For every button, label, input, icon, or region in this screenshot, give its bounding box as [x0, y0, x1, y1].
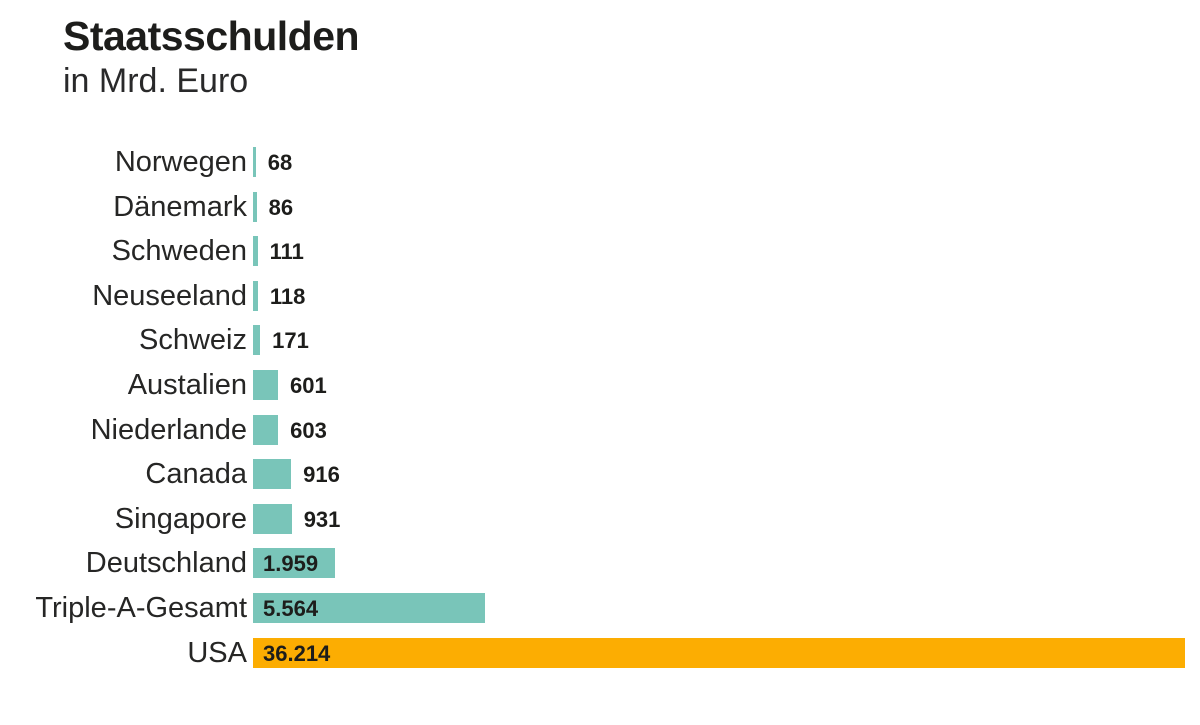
bar-track: 36.214 — [253, 637, 1185, 668]
bar — [253, 147, 256, 177]
value-label: 916 — [303, 462, 340, 488]
bar-track: 111 — [253, 236, 1185, 267]
value-label: 601 — [290, 372, 327, 398]
value-label: 111 — [269, 239, 304, 265]
category-label: Canada — [145, 458, 247, 491]
bar-track: 5.564 — [253, 592, 1185, 623]
bar-track: 916 — [253, 459, 1185, 490]
value-label: 36.214 — [263, 640, 331, 666]
value-label: 118 — [269, 283, 306, 309]
bar — [253, 503, 292, 534]
value-label: 931 — [303, 506, 341, 532]
value-label: 86 — [268, 194, 294, 220]
category-label: Deutschland — [85, 547, 247, 580]
bar-chart: Norwegen 68 Dänemark 86 Schweden 111 Neuseelan… — [0, 147, 1185, 668]
bar-track: 118 — [253, 280, 1185, 311]
bar — [253, 280, 258, 311]
bar-row: Deutschland 1.959 — [0, 547, 1185, 580]
bar-row: Schweden 111 — [0, 235, 1185, 268]
category-label: Dänemark — [113, 190, 247, 223]
category-label: Triple-A-Gesamt — [35, 591, 247, 624]
bar-track: 86 — [253, 191, 1185, 222]
chart-header: Staatsschulden in Mrd. Euro — [63, 13, 360, 101]
bar-row: Dänemark 86 — [0, 190, 1185, 223]
bar-row: Schweiz 171 — [0, 324, 1185, 357]
bar-row: USA 36.214 — [0, 636, 1185, 669]
bar-track: 603 — [253, 414, 1185, 445]
bar-row: Canada 916 — [0, 458, 1185, 491]
bar: 1.959 — [253, 548, 335, 579]
value-label: 171 — [272, 328, 309, 354]
bar-row: Norwegen 68 — [0, 147, 1185, 177]
category-label: Schweiz — [139, 324, 247, 357]
bar — [253, 414, 279, 445]
bar-row: Neuseeland 118 — [0, 279, 1185, 312]
bar — [253, 459, 292, 490]
bar — [253, 325, 261, 356]
bar-row: Austalien 601 — [0, 368, 1185, 401]
bar: 5.564 — [253, 592, 485, 623]
bar — [253, 369, 278, 400]
chart-subtitle: in Mrd. Euro — [63, 61, 249, 100]
bar-row: Niederlande 603 — [0, 413, 1185, 446]
category-label: Schweden — [111, 235, 247, 268]
bar-track: 601 — [253, 369, 1185, 400]
category-label: Austalien — [127, 368, 247, 401]
value-label: 603 — [290, 417, 327, 443]
category-label: Niederlande — [90, 413, 247, 446]
category-label: USA — [187, 636, 247, 669]
category-label: Singapore — [114, 502, 247, 535]
value-label: 5.564 — [263, 595, 319, 621]
bar-track: 1.959 — [253, 548, 1185, 579]
bar-row: Triple-A-Gesamt 5.564 — [0, 591, 1185, 624]
bar-track: 931 — [253, 503, 1185, 534]
category-label: Norwegen — [114, 146, 247, 178]
bar: 36.214 — [253, 637, 1185, 668]
category-label: Neuseeland — [92, 279, 247, 312]
bar — [253, 191, 257, 222]
bar — [253, 236, 258, 267]
value-label: 68 — [267, 150, 293, 175]
bar-track: 68 — [253, 147, 1185, 177]
chart-title: Staatsschulden — [63, 13, 360, 59]
bar-track: 171 — [253, 325, 1185, 356]
bar-row: Singapore 931 — [0, 502, 1185, 535]
value-label: 1.959 — [263, 551, 319, 577]
